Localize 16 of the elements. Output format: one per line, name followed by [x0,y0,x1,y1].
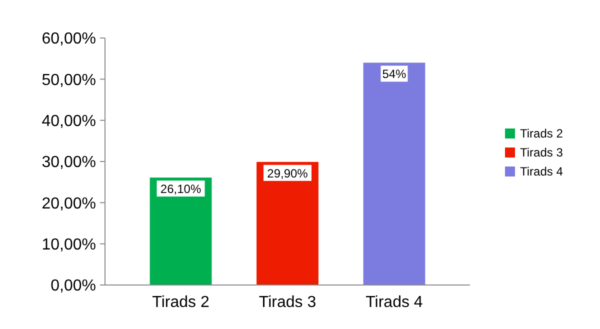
x-tick-label: Tirads 3 [258,294,316,311]
data-label: 26,10% [160,182,202,196]
data-label: 29,90% [267,166,308,180]
y-tick-label: 0,00% [50,278,96,295]
legend-label: Tirads 4 [520,164,564,179]
data-label: 54% [382,67,407,82]
legend-label: Tirads 2 [520,126,564,141]
legend-label: Tirads 3 [520,146,564,160]
y-tick-label: 60,00% [42,30,96,48]
y-tick-label: 30,00% [42,154,96,172]
y-tick-label: 10,00% [42,236,96,254]
y-tick-label: 40,00% [42,112,96,130]
y-tick-label: 20,00% [42,195,96,212]
x-tick-label: Tirads 2 [152,294,210,311]
x-tick-label: Tirads 4 [366,294,423,311]
y-tick-label: 50,00% [42,72,96,89]
